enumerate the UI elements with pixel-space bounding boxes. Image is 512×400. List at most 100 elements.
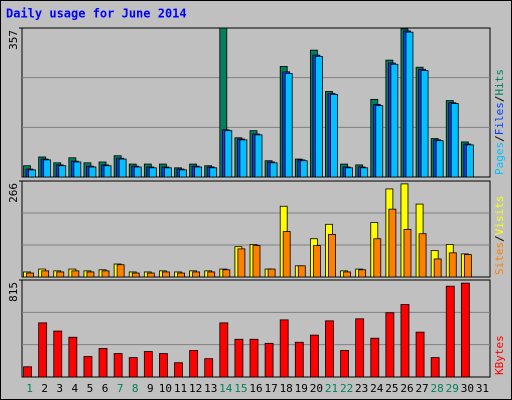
legend-entry: Sites (493, 242, 506, 275)
legend: Pages/Files/Hits (493, 69, 506, 175)
bar (101, 270, 110, 278)
bar (43, 159, 52, 178)
bar (68, 336, 78, 378)
x-tick-label: 8 (132, 382, 139, 395)
x-tick-label: 13 (204, 382, 217, 395)
x-tick-label: 9 (147, 382, 154, 395)
x-tick-label: 17 (264, 382, 277, 395)
bar (159, 353, 168, 378)
bar (403, 228, 412, 278)
bar (237, 248, 246, 278)
x-tick-label: 18 (280, 382, 293, 395)
bar (38, 322, 48, 378)
bar (177, 272, 185, 278)
x-tick-label: 10 (159, 382, 172, 395)
bar (325, 320, 334, 378)
bar (222, 269, 231, 278)
x-tick-label: 21 (325, 382, 338, 395)
bar (284, 73, 293, 178)
bar (146, 272, 155, 278)
legend: Sites/Visits (493, 196, 506, 276)
bar (465, 144, 474, 178)
legend-separator: / (493, 96, 506, 103)
legend-entry: Files (493, 102, 506, 135)
bar (98, 348, 108, 378)
bar (450, 103, 459, 178)
bar (400, 304, 410, 378)
bar (405, 31, 414, 178)
y-tick-label: 815 (7, 282, 20, 302)
bar (204, 358, 214, 378)
bar (282, 231, 291, 278)
x-tick-label: 3 (56, 382, 63, 395)
bar (433, 258, 442, 278)
bar (133, 166, 142, 178)
x-tick-label: 26 (400, 382, 413, 395)
x-tick-label: 5 (87, 382, 94, 395)
bar (224, 130, 233, 178)
bar (174, 362, 183, 378)
bar (41, 270, 50, 278)
bar (143, 351, 153, 378)
bar (254, 134, 263, 178)
chart-title: Daily usage for June 2014 (6, 7, 187, 21)
bar (192, 271, 201, 278)
bar (88, 166, 97, 178)
x-tick-label: 6 (102, 382, 109, 395)
legend-entry: KBytes (493, 335, 506, 375)
bar (297, 265, 306, 278)
x-tick-label: 27 (415, 382, 428, 395)
bar (388, 208, 397, 278)
x-tick-label: 14 (219, 382, 233, 395)
legend-separator: / (493, 135, 506, 142)
bar (312, 245, 321, 278)
bar (86, 271, 95, 278)
bar (448, 252, 457, 278)
bar (460, 282, 470, 378)
bar (83, 356, 93, 378)
bar (207, 271, 216, 278)
x-tick-label: 11 (174, 382, 187, 395)
bar (340, 350, 349, 378)
bar (355, 318, 365, 378)
x-tick-label: 29 (446, 382, 459, 395)
x-tick-label: 28 (431, 382, 444, 395)
x-tick-label: 31 (476, 382, 489, 395)
bar (26, 272, 34, 278)
bar (415, 331, 425, 378)
bar (343, 271, 351, 278)
bar (360, 167, 369, 178)
x-tick-label: 22 (340, 382, 353, 395)
bar (358, 269, 367, 278)
x-tick-label: 25 (385, 382, 398, 395)
legend-entry: Pages (493, 142, 506, 175)
x-tick-label: 24 (370, 382, 384, 395)
bar (269, 162, 278, 178)
x-tick-label: 2 (41, 382, 48, 395)
bar (418, 233, 427, 278)
bar (103, 165, 112, 178)
x-tick-label: 19 (295, 382, 308, 395)
bar (445, 285, 455, 378)
bar (420, 70, 429, 178)
bar (239, 139, 248, 178)
bar (164, 167, 172, 178)
legend-separator: / (493, 235, 506, 242)
bar (53, 330, 63, 378)
bar (209, 167, 218, 178)
bar (128, 357, 138, 378)
bar (390, 63, 399, 178)
x-tick-label: 4 (72, 382, 79, 395)
bar (373, 238, 382, 278)
legend-entry: Hits (493, 69, 506, 96)
bar (249, 338, 259, 378)
bar (279, 319, 289, 378)
bar (385, 312, 395, 378)
x-tick-label: 30 (461, 382, 474, 395)
bar (267, 268, 276, 278)
bar (148, 167, 157, 178)
bar (264, 342, 274, 378)
legend: KBytes (493, 335, 506, 375)
bar (131, 272, 140, 278)
x-tick-label: 12 (189, 382, 202, 395)
